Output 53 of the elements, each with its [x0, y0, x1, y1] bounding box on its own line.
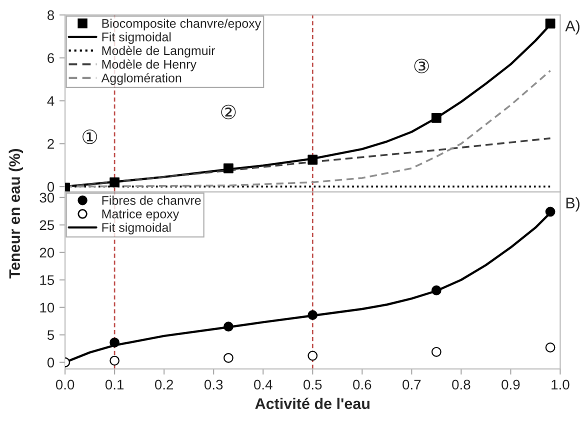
point: [308, 350, 318, 361]
point: [224, 352, 234, 363]
annotation: ①: [82, 130, 98, 144]
x-tick-label: 0.8: [452, 380, 470, 390]
y-tick-label: 0: [47, 182, 54, 192]
y-tick-label: 8: [48, 10, 54, 20]
point: [545, 206, 556, 217]
y-tick-label: 15: [40, 275, 54, 286]
x-tick-label: 0.6: [353, 380, 372, 390]
point: [110, 177, 120, 188]
point: [224, 163, 234, 174]
x-tick-label: 0.2: [154, 380, 174, 390]
annotation: ③: [414, 58, 429, 74]
point: [431, 285, 442, 296]
y-tick-label: 4: [47, 96, 54, 106]
point: [110, 338, 120, 348]
y-tick-label: 2: [48, 139, 54, 149]
y-tick-label: 6: [48, 53, 54, 64]
x-tick-label: 0.9: [502, 380, 520, 390]
legend-label: Modèle de Henry: [102, 59, 196, 72]
y-tick-label: 20: [40, 248, 54, 258]
y-axis-title: Teneur en eau (%): [8, 149, 24, 279]
x-axis-title: Activité de l'eau: [255, 398, 370, 410]
point: [110, 356, 120, 366]
x-tick-label: 0.5: [304, 380, 322, 390]
annotation: ②: [221, 104, 236, 120]
x-tick-label: 0.4: [254, 380, 272, 390]
point: [545, 18, 556, 28]
legend-label: Modèle de Langmuir: [102, 46, 216, 58]
legend-label: Biocomposite chanvre/epoxy: [102, 18, 262, 30]
y-tick-label: 25: [40, 220, 54, 230]
legend-label: Fit sigmoidal: [102, 222, 171, 234]
legend-label: Agglomération: [101, 73, 182, 85]
y-tick-label: 5: [47, 330, 54, 340]
x-tick-label: 0.1: [105, 380, 124, 390]
point: [431, 112, 442, 123]
text: A): [565, 20, 580, 34]
y-tick-label: 30: [40, 192, 54, 203]
x-tick-label: 0.3: [204, 380, 223, 390]
point: [308, 310, 318, 320]
point: [545, 342, 556, 352]
point: [308, 154, 318, 165]
legend-label: Matrice epoxy: [102, 209, 180, 221]
y-tick-label: 0: [47, 358, 54, 368]
text: B): [566, 197, 580, 212]
legend-label: Fibres de chanvre: [102, 196, 201, 205]
y-tick-label: 10: [40, 302, 54, 313]
legend-label: Fit sigmoidal: [102, 32, 171, 44]
x-tick-label: 1.0: [552, 380, 570, 390]
x-tick-label: 0.7: [402, 380, 421, 390]
x-tick-label: 0.0: [56, 380, 74, 390]
point: [431, 346, 442, 357]
point: [224, 322, 234, 332]
